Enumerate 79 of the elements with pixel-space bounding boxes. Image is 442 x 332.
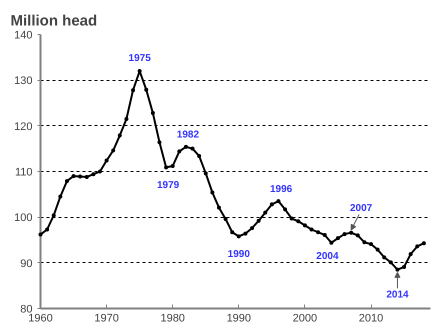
point	[283, 207, 288, 212]
annotation: 1979	[156, 180, 180, 192]
x-tick-label: 1990	[226, 312, 252, 324]
y-tick-label: 120	[14, 120, 33, 133]
x-tick-label: 1980	[160, 312, 185, 324]
point	[369, 242, 374, 246]
point	[415, 244, 420, 248]
annotation: 1982	[176, 130, 200, 141]
point	[322, 232, 327, 237]
point	[230, 230, 234, 234]
point	[395, 268, 400, 272]
point	[124, 116, 128, 121]
point	[177, 149, 182, 154]
annotation: 1996	[270, 184, 293, 195]
point	[58, 194, 62, 199]
point	[210, 190, 214, 195]
point	[382, 255, 386, 260]
annotation: 2014	[386, 289, 410, 300]
point	[164, 165, 168, 170]
point	[184, 144, 188, 149]
chart-title: Million head	[10, 12, 98, 30]
point	[302, 223, 307, 228]
point	[197, 154, 202, 158]
point	[422, 241, 426, 246]
point	[329, 240, 334, 245]
point	[52, 213, 56, 218]
y-tick-label: 90	[20, 258, 33, 270]
point	[376, 248, 380, 252]
point	[131, 88, 136, 92]
point	[243, 232, 248, 236]
point	[270, 202, 274, 206]
x-tick-label: 1970	[94, 312, 119, 324]
point	[144, 88, 148, 92]
point	[84, 174, 89, 179]
annotation: 2004	[316, 251, 339, 262]
point	[104, 158, 109, 163]
annotation: 2007	[350, 203, 373, 214]
point	[236, 234, 241, 238]
point	[336, 236, 340, 240]
point	[64, 179, 69, 184]
point	[170, 164, 175, 168]
x-tick-label: 2000	[292, 312, 318, 324]
point	[349, 230, 354, 235]
point	[157, 140, 162, 144]
point	[362, 240, 366, 244]
y-tick-label: 110	[14, 166, 33, 178]
point	[263, 210, 268, 215]
point	[91, 172, 96, 176]
point	[150, 111, 155, 116]
x-tick-label: 1960	[28, 312, 53, 324]
y-tick-label: 100	[14, 212, 33, 224]
point	[402, 264, 406, 269]
point	[408, 252, 413, 256]
point	[72, 174, 76, 178]
point	[296, 219, 300, 224]
point	[276, 199, 280, 204]
point	[111, 148, 116, 152]
point	[356, 233, 360, 238]
point	[290, 216, 294, 221]
point	[204, 171, 208, 176]
point	[310, 228, 314, 232]
point	[224, 216, 228, 221]
point	[45, 228, 50, 232]
point	[250, 226, 254, 230]
point	[316, 230, 320, 234]
point	[388, 260, 393, 264]
point	[190, 146, 195, 151]
y-tick-label: 130	[14, 75, 33, 88]
y-tick-label: 140	[14, 30, 33, 42]
point	[118, 133, 122, 138]
point	[98, 170, 102, 174]
point	[256, 218, 261, 223]
annotation: 1975	[128, 52, 152, 64]
point	[342, 232, 347, 236]
annotation: 1990	[228, 249, 250, 260]
point	[38, 232, 42, 237]
x-tick-label: 2010	[358, 312, 384, 324]
point	[216, 206, 221, 210]
point	[78, 174, 82, 179]
